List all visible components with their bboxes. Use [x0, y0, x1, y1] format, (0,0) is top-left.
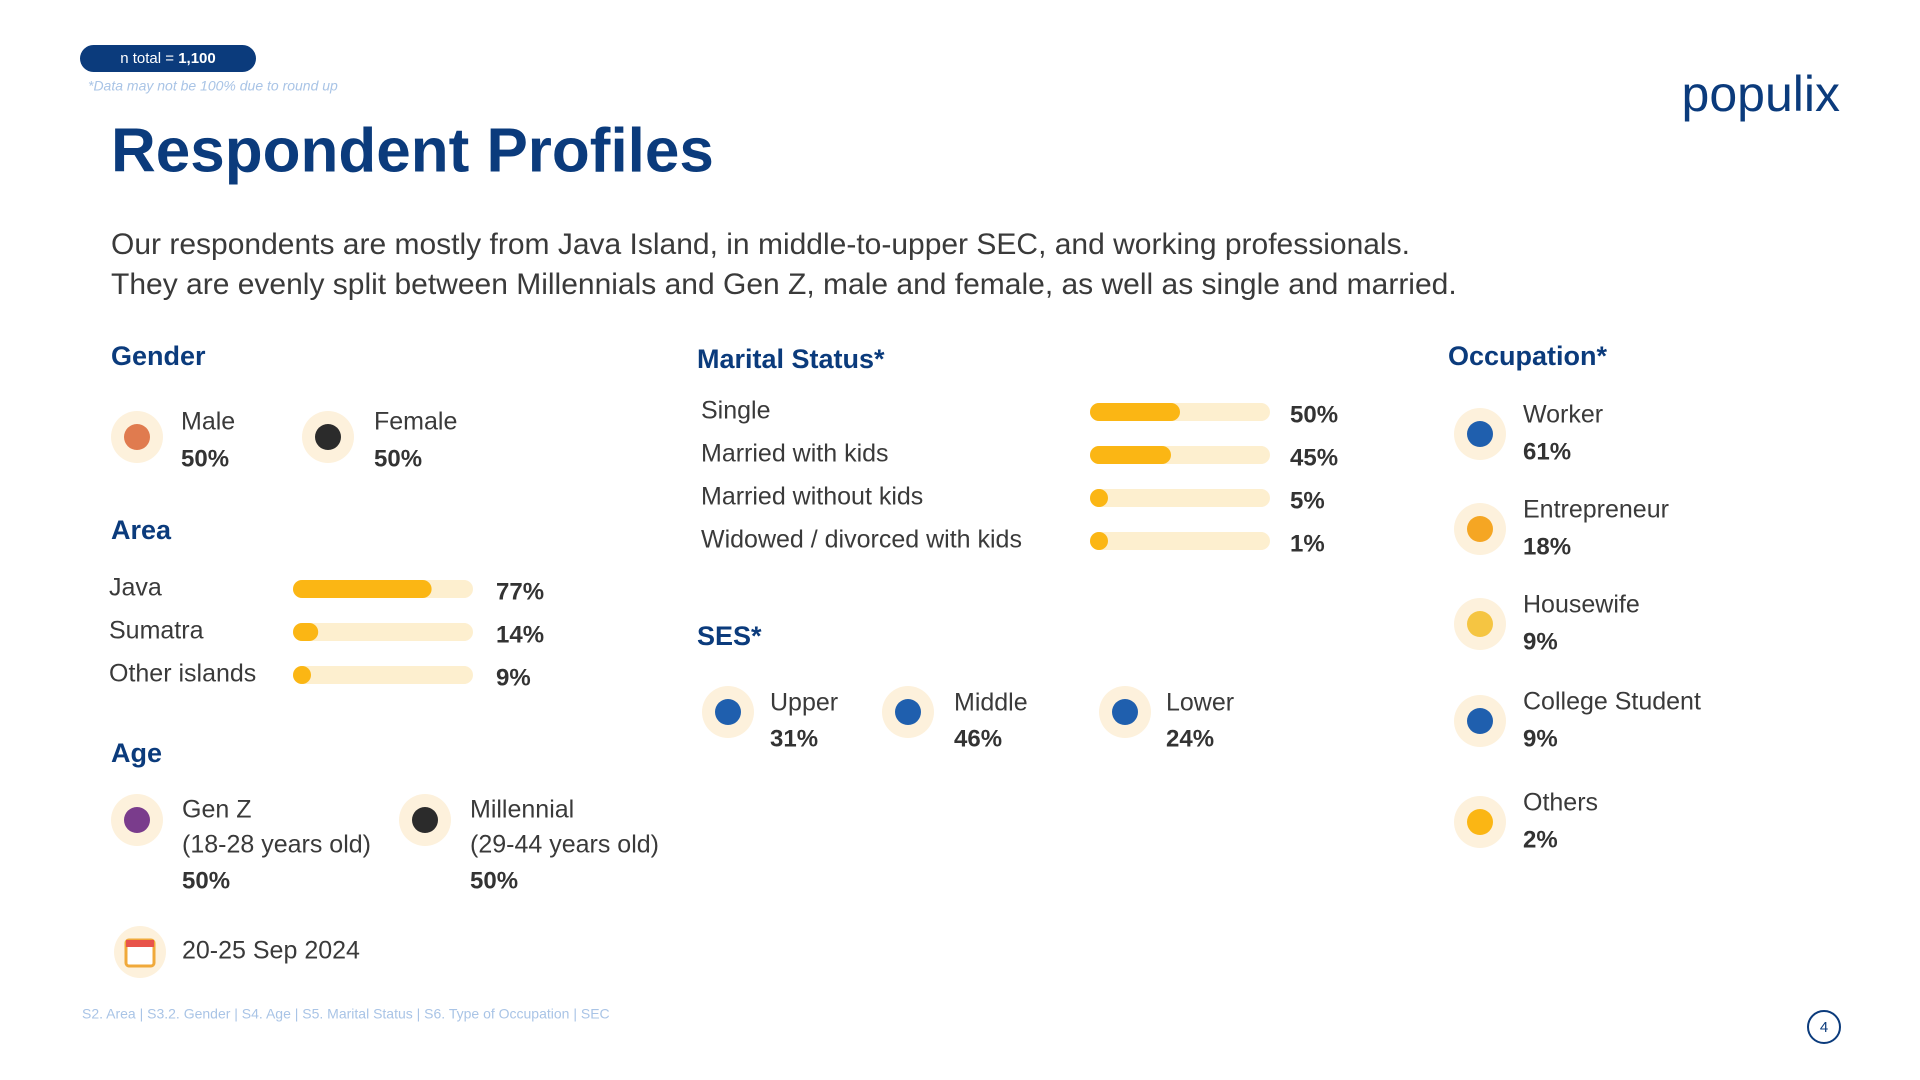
bar [1090, 532, 1108, 550]
gender-label: Female [374, 408, 457, 436]
ses-label: Upper [770, 689, 838, 717]
date: 20-25 Sep 2024 [182, 937, 360, 965]
occupation-value: 61% [1523, 438, 1571, 465]
bar [1090, 403, 1180, 421]
n-total-pill [80, 45, 256, 72]
ses-label: Lower [1166, 689, 1234, 717]
bar [293, 580, 432, 598]
page-number: 4 [1820, 1019, 1828, 1036]
icon [124, 807, 150, 833]
section-heading: Area [111, 515, 172, 545]
occupation-label: Entrepreneur [1523, 496, 1669, 524]
icon [1467, 516, 1493, 542]
ses-value: 24% [1166, 725, 1214, 752]
icon [1467, 611, 1493, 637]
age-label: Gen Z [182, 796, 251, 824]
bar-value: 50% [1290, 401, 1338, 428]
bar-value: 1% [1290, 530, 1325, 557]
bar [1090, 489, 1108, 507]
subtitle-line: Our respondents are mostly from Java Isl… [111, 228, 1410, 261]
bar-label: Sumatra [109, 617, 204, 645]
section-heading: SES* [697, 621, 762, 651]
title: Respondent Profiles [111, 116, 714, 185]
icon [715, 699, 741, 725]
n-total-value: 1,100 [178, 50, 216, 67]
n-total-label: n total = [120, 50, 174, 67]
bar-label: Other islands [109, 660, 256, 688]
subtitle-line: They are evenly split between Millennial… [111, 268, 1457, 301]
age-value: 50% [470, 867, 518, 894]
icon [1467, 708, 1493, 734]
icon [124, 424, 150, 450]
n-total: n total = 1,100 [120, 50, 216, 67]
gender-value: 50% [181, 445, 229, 472]
occupation-label: College Student [1523, 688, 1701, 716]
age-label: Millennial [470, 796, 574, 824]
bar-track [293, 666, 473, 684]
occupation-label: Housewife [1523, 591, 1640, 619]
bar-label: Java [109, 574, 162, 602]
bar-label: Married without kids [701, 483, 923, 511]
section-heading: Age [111, 738, 162, 768]
icon [1112, 699, 1138, 725]
icon [895, 699, 921, 725]
bar-label: Married with kids [701, 440, 889, 468]
bar-value: 5% [1290, 487, 1325, 514]
occupation-value: 9% [1523, 628, 1558, 655]
occupation-value: 9% [1523, 725, 1558, 752]
occupation-label: Others [1523, 789, 1598, 817]
bar-track [1090, 489, 1270, 507]
bar-value: 14% [496, 621, 544, 648]
bar [293, 623, 319, 641]
bar-value: 77% [496, 578, 544, 605]
icon [1467, 421, 1493, 447]
gender-value: 50% [374, 445, 422, 472]
gender-label: Male [181, 408, 235, 436]
icon [315, 424, 341, 450]
ses-label: Middle [954, 689, 1028, 717]
ses-value: 31% [770, 725, 818, 752]
calendar-icon [126, 940, 154, 947]
bar-track [1090, 532, 1270, 550]
icon [412, 807, 438, 833]
bar [1090, 446, 1171, 464]
age-range: (29-44 years old) [470, 831, 659, 859]
bar-value: 45% [1290, 444, 1338, 471]
bar [293, 666, 311, 684]
age-range: (18-28 years old) [182, 831, 371, 859]
logo: populix [1682, 66, 1840, 122]
occupation-value: 18% [1523, 533, 1571, 560]
bar-label: Single [701, 397, 771, 425]
occupation-value: 2% [1523, 826, 1558, 853]
source: S2. Area | S3.2. Gender | S4. Age | S5. … [82, 1006, 610, 1022]
note: *Data may not be 100% due to round up [88, 78, 338, 94]
bar-track [293, 623, 473, 641]
section-heading: Occupation* [1448, 341, 1608, 371]
icon [1467, 809, 1493, 835]
bar-value: 9% [496, 664, 531, 691]
section-heading: Gender [111, 341, 206, 371]
page-number-circle [1807, 1010, 1841, 1044]
section-heading: Marital Status* [697, 344, 885, 374]
age-value: 50% [182, 867, 230, 894]
occupation-label: Worker [1523, 401, 1603, 429]
ses-value: 46% [954, 725, 1002, 752]
bar-label: Widowed / divorced with kids [701, 526, 1022, 554]
